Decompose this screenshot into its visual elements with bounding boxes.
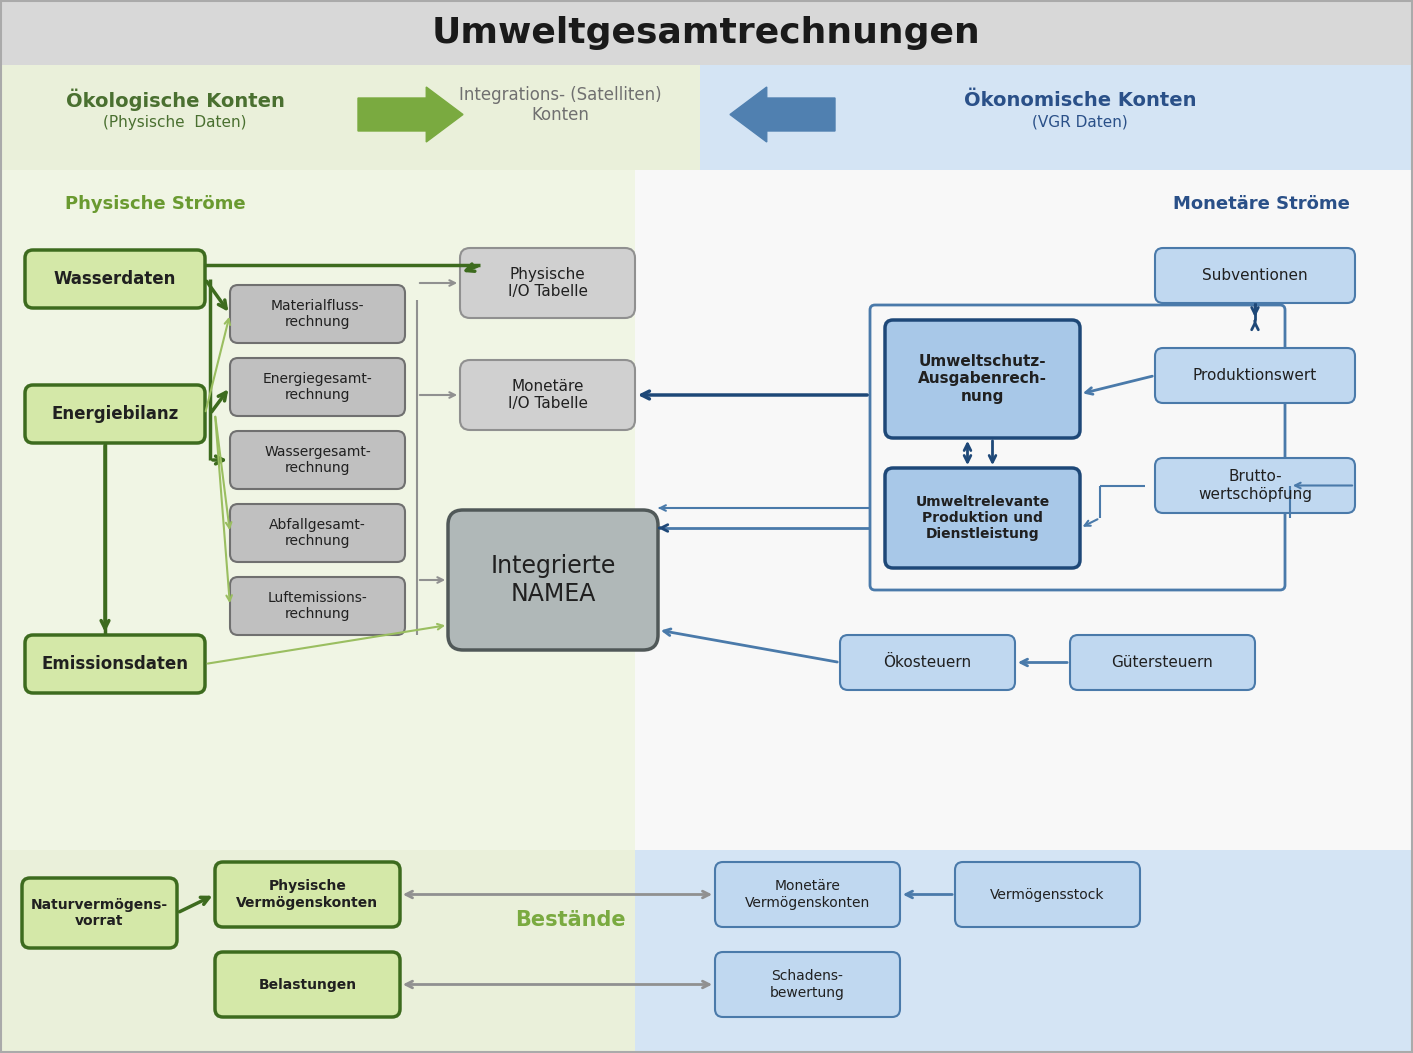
Text: Materialfluss-
rechnung: Materialfluss- rechnung [271, 299, 365, 330]
FancyBboxPatch shape [461, 360, 634, 430]
Text: (Physische  Daten): (Physische Daten) [103, 115, 247, 130]
FancyBboxPatch shape [25, 250, 205, 307]
Polygon shape [731, 87, 835, 142]
Bar [0, 850, 634, 1053]
FancyBboxPatch shape [1154, 249, 1355, 303]
Text: Umweltschutz-
Ausgabenrech-
nung: Umweltschutz- Ausgabenrech- nung [918, 354, 1047, 404]
Text: Ökologische Konten: Ökologische Konten [65, 88, 284, 112]
Text: Monetäre Ströme: Monetäre Ströme [1173, 195, 1349, 213]
FancyBboxPatch shape [448, 510, 658, 650]
Text: Energiebilanz: Energiebilanz [51, 405, 178, 423]
FancyBboxPatch shape [23, 878, 177, 948]
FancyBboxPatch shape [215, 862, 400, 927]
Text: Vermögensstock: Vermögensstock [991, 888, 1105, 901]
FancyBboxPatch shape [230, 431, 406, 489]
Text: Brutto-
wertschöpfung: Brutto- wertschöpfung [1198, 470, 1313, 501]
FancyBboxPatch shape [230, 504, 406, 562]
Bar [0, 0, 1413, 65]
Polygon shape [357, 87, 463, 142]
FancyBboxPatch shape [1070, 635, 1255, 690]
Text: Monetäre
Vermögenskonten: Monetäre Vermögenskonten [745, 879, 870, 910]
FancyBboxPatch shape [1154, 458, 1355, 513]
FancyBboxPatch shape [839, 635, 1015, 690]
Text: Integrierte
NAMEA: Integrierte NAMEA [490, 554, 616, 605]
FancyBboxPatch shape [25, 385, 205, 443]
FancyBboxPatch shape [715, 952, 900, 1017]
FancyBboxPatch shape [885, 468, 1080, 568]
Text: Produktionswert: Produktionswert [1193, 367, 1317, 383]
FancyBboxPatch shape [461, 249, 634, 318]
Text: Bestände: Bestände [514, 910, 626, 930]
FancyBboxPatch shape [230, 577, 406, 635]
Text: Ökonomische Konten: Ökonomische Konten [964, 91, 1197, 110]
Text: Wassergesamt-
rechnung: Wassergesamt- rechnung [264, 445, 370, 475]
Text: Gütersteuern: Gütersteuern [1112, 655, 1214, 670]
FancyBboxPatch shape [1154, 347, 1355, 403]
FancyBboxPatch shape [230, 285, 406, 343]
Text: Luftemissions-
rechnung: Luftemissions- rechnung [267, 591, 367, 621]
Text: Umweltgesamtrechnungen: Umweltgesamtrechnungen [431, 16, 981, 49]
FancyBboxPatch shape [885, 320, 1080, 438]
Text: Abfallgesamt-
rechnung: Abfallgesamt- rechnung [268, 518, 366, 549]
FancyBboxPatch shape [955, 862, 1140, 927]
FancyBboxPatch shape [715, 862, 900, 927]
Text: Umweltrelevante
Produktion und
Dienstleistung: Umweltrelevante Produktion und Dienstlei… [916, 495, 1050, 541]
Bar [0, 65, 699, 170]
Text: Belastungen: Belastungen [259, 977, 356, 992]
Text: Wasserdaten: Wasserdaten [54, 270, 177, 289]
Bar [0, 170, 1413, 850]
Text: Subventionen: Subventionen [1202, 269, 1308, 283]
Text: (VGR Daten): (VGR Daten) [1031, 115, 1128, 130]
Text: Ökosteuern: Ökosteuern [883, 655, 972, 670]
FancyBboxPatch shape [25, 635, 205, 693]
Text: Physische Ströme: Physische Ströme [65, 195, 246, 213]
Text: Physische
Vermögenskonten: Physische Vermögenskonten [236, 879, 379, 910]
Bar [0, 170, 634, 850]
Text: Energiegesamt-
rechnung: Energiegesamt- rechnung [263, 372, 373, 402]
Text: Schadens-
bewertung: Schadens- bewertung [770, 970, 845, 999]
FancyBboxPatch shape [230, 358, 406, 416]
Text: Monetäre
I/O Tabelle: Monetäre I/O Tabelle [507, 379, 588, 412]
Text: Integrations- (Satelliten)
Konten: Integrations- (Satelliten) Konten [459, 85, 661, 124]
Text: Emissionsdaten: Emissionsdaten [41, 655, 188, 673]
Bar [0, 850, 1413, 1053]
Bar [634, 850, 1413, 1053]
Text: Physische
I/O Tabelle: Physische I/O Tabelle [507, 266, 588, 299]
FancyBboxPatch shape [215, 952, 400, 1017]
Bar [699, 65, 1413, 170]
Text: Naturvermögens-
vorrat: Naturvermögens- vorrat [31, 898, 168, 928]
